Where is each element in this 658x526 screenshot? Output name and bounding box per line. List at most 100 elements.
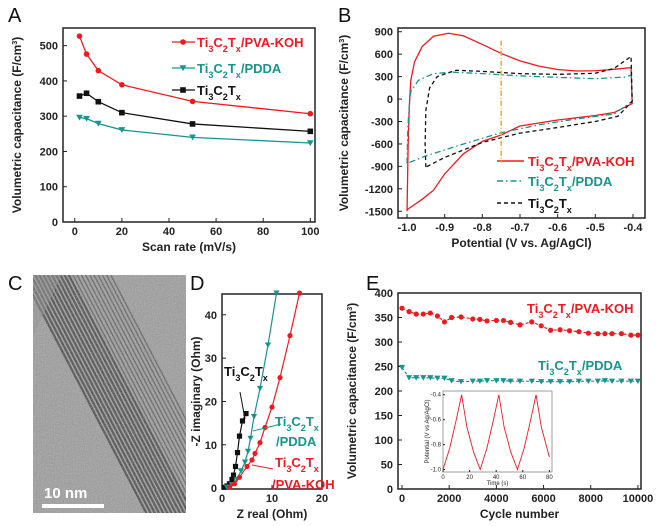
x-tick-label: -1.0 xyxy=(398,222,417,234)
y-tick-label: -1.0 xyxy=(431,468,442,474)
data-point xyxy=(232,463,239,470)
data-point xyxy=(566,379,573,385)
tem-image: 10 nm xyxy=(33,275,186,513)
x-tick-label: 20 xyxy=(116,226,128,238)
data-point xyxy=(189,121,196,127)
annotation-label: Ti3C2Tx xyxy=(275,455,319,474)
x-tick-label: 60 xyxy=(519,475,526,481)
data-point xyxy=(575,378,583,385)
panel-letter-b: B xyxy=(338,5,351,27)
x-axis-label: Time (s) xyxy=(487,481,509,487)
data-point xyxy=(507,319,514,325)
x-tick-label: -0.6 xyxy=(548,222,567,234)
y-tick-label: 400 xyxy=(375,288,393,300)
data-point xyxy=(457,379,465,385)
data-point xyxy=(427,310,433,316)
data-point xyxy=(307,110,314,117)
data-point xyxy=(226,484,233,490)
x-tick-label: 20 xyxy=(466,475,473,481)
data-point xyxy=(483,378,491,384)
x-tick-label: 40 xyxy=(163,226,175,238)
y-tick-label: 40 xyxy=(205,310,217,322)
data-point xyxy=(594,378,601,385)
data-point xyxy=(118,127,126,134)
y-tick-label: 200 xyxy=(375,386,393,398)
data-point xyxy=(229,476,235,483)
data-point xyxy=(239,418,246,424)
annotation-label: /PVA-KOH xyxy=(272,477,335,492)
data-point xyxy=(427,375,434,381)
series-label: Ti3C2Tx/PVA-KOH xyxy=(527,301,633,320)
data-point xyxy=(507,378,514,385)
y-tick-label: 250 xyxy=(375,362,393,374)
data-point xyxy=(476,378,483,385)
legend-label: Ti3C2Tx xyxy=(197,83,241,102)
data-point xyxy=(566,328,573,334)
y-tick-label: -0.6 xyxy=(431,418,442,424)
y-axis-label: Potential (V vs Ag/AgCl) xyxy=(425,399,431,463)
annotation-pointer xyxy=(239,391,246,420)
data-point xyxy=(493,317,499,324)
data-point xyxy=(557,327,563,333)
axes-b xyxy=(397,27,646,219)
data-point xyxy=(441,319,448,325)
data-point xyxy=(441,375,448,382)
data-point xyxy=(609,331,615,337)
data-point xyxy=(470,316,476,322)
data-point xyxy=(243,411,249,417)
data-point xyxy=(635,332,641,338)
y-tick-label: 150 xyxy=(375,411,393,423)
data-point xyxy=(398,364,406,371)
x-tick-label: 0 xyxy=(399,493,405,505)
y-axis-label: -Z imaginary (Ohm) xyxy=(189,336,203,446)
data-point xyxy=(273,290,280,296)
series-curve xyxy=(406,71,633,164)
x-tick-label: 10000 xyxy=(623,493,654,505)
data-point xyxy=(556,379,564,385)
y-tick-label: 20 xyxy=(205,396,217,408)
data-point xyxy=(287,333,293,339)
data-point xyxy=(306,140,314,147)
data-point xyxy=(516,378,524,385)
data-point xyxy=(548,327,554,333)
panel-letter-c: C xyxy=(8,273,22,295)
data-point xyxy=(83,51,90,57)
data-point xyxy=(406,309,412,315)
data-point xyxy=(307,128,314,135)
annotation-label: /PDDA xyxy=(276,434,317,449)
data-point xyxy=(257,440,263,446)
data-point xyxy=(627,378,634,385)
legend-label: Ti3C2Tx/PVA-KOH xyxy=(197,35,303,54)
data-point xyxy=(231,481,238,487)
x-tick-label: -0.8 xyxy=(473,222,492,234)
data-point xyxy=(256,385,264,392)
data-point xyxy=(585,330,591,336)
data-point xyxy=(484,318,490,324)
y-tick-label: 100 xyxy=(40,182,58,194)
data-point xyxy=(296,290,303,296)
data-point xyxy=(247,435,254,442)
legend-marker xyxy=(180,39,186,45)
data-point xyxy=(230,472,237,478)
plot-frame xyxy=(62,27,316,223)
data-point xyxy=(234,450,241,456)
inset-background xyxy=(443,391,552,472)
y-tick-label: -900 xyxy=(371,161,393,173)
y-tick-label: 30 xyxy=(205,353,217,365)
x-tick-label: 4000 xyxy=(484,493,508,505)
data-point xyxy=(189,98,196,105)
y-tick-label: 300 xyxy=(375,337,393,349)
y-axis-label: Volumetric capacitance (F/cm3) xyxy=(10,37,25,214)
data-point xyxy=(538,379,545,385)
x-tick-label: -0.9 xyxy=(435,222,454,234)
x-tick-label: 0 xyxy=(72,226,78,238)
legend-label: Ti3C2Tx/PDDA xyxy=(197,61,282,80)
data-point xyxy=(277,375,283,381)
axes-e xyxy=(397,292,642,490)
data-point xyxy=(434,313,440,319)
y-tick-label: 300 xyxy=(40,111,58,123)
y-tick-label: 200 xyxy=(40,146,58,158)
data-point xyxy=(244,463,250,470)
data-point xyxy=(618,331,625,337)
data-point xyxy=(602,331,608,337)
